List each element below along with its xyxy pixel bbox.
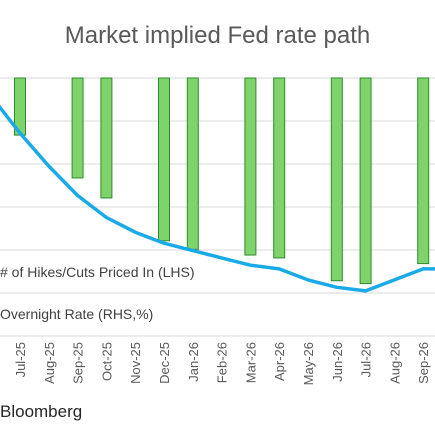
- x-tick-Mar-26: Mar-26: [243, 342, 258, 383]
- x-tick-Aug-26: Aug-26: [387, 342, 402, 384]
- x-tick-Sep-25: Sep-25: [71, 342, 86, 384]
- legend-entry-line: Overnight Rate (RHS,%): [0, 306, 153, 322]
- x-axis-ticks: Jul-25 Aug-25 Sep-25 Oct-25 Nov-25 Dec-25 Jan-…: [13, 342, 431, 385]
- x-tick-Dec-25: Dec-25: [157, 342, 172, 384]
- bar-Jun-26: [330, 77, 343, 282]
- x-tick-Jul-26: Jul-26: [359, 342, 374, 377]
- legend-entry-bars: # of Hikes/Cuts Priced In (LHS): [0, 264, 195, 280]
- bar-Sep-26: [417, 77, 430, 265]
- bar-Jan-26: [186, 77, 199, 250]
- source-note: Bloomberg: [0, 402, 83, 421]
- x-tick-May-26: May-26: [301, 342, 316, 385]
- bar-Jul-26: [359, 77, 372, 285]
- bar-Oct-25: [100, 77, 113, 199]
- x-tick-Nov-25: Nov-25: [128, 342, 143, 384]
- bar-Apr-26: [273, 77, 286, 259]
- x-tick-Jan-26: Jan-26: [186, 342, 201, 382]
- x-tick-Aug-25: Aug-25: [42, 342, 57, 384]
- bar-Mar-26: [244, 77, 257, 256]
- bar-Sep-25: [71, 77, 84, 179]
- x-tick-Jun-26: Jun-26: [330, 342, 345, 382]
- x-tick-Jul-25: Jul-25: [13, 342, 28, 377]
- overnight-rate-line: [0, 104, 435, 293]
- bar-Dec-25: [158, 77, 170, 242]
- x-tick-Apr-26: Apr-26: [272, 342, 287, 381]
- chart-title: Market implied Fed rate path: [64, 22, 371, 49]
- bars-series: [14, 77, 430, 285]
- legend: # of Hikes/Cuts Priced In (LHS) Overnigh…: [0, 264, 195, 322]
- x-tick-Sep-26: Sep-26: [416, 342, 431, 384]
- x-tick-Feb-26: Feb-26: [215, 342, 230, 383]
- x-tick-Oct-25: Oct-25: [99, 342, 114, 381]
